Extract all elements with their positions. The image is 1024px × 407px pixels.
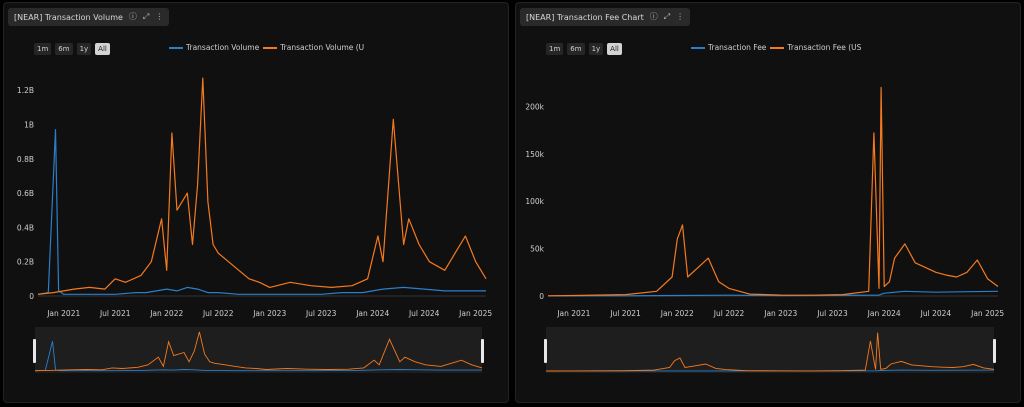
- x-tick-label: Jul 2022: [713, 309, 745, 318]
- series-line-orange: [37, 77, 487, 295]
- y-tick-label: 0.4B: [17, 223, 34, 232]
- navigator-handle-right[interactable]: [481, 339, 484, 363]
- series-line-blue: [547, 290, 999, 297]
- x-tick-label: Jul 2022: [202, 309, 234, 318]
- more-icon[interactable]: ⋮: [155, 12, 164, 21]
- x-tick-label: Jul 2021: [609, 309, 641, 318]
- x-tick-label: Jan 2022: [149, 309, 183, 318]
- range-selector: 1m 6m 1y All: [546, 43, 622, 55]
- info-icon[interactable]: ⓘ: [128, 12, 137, 21]
- legend-item-volume-usd[interactable]: Transaction Volume (U: [263, 43, 364, 52]
- y-tick-label: 150k: [525, 150, 544, 159]
- navigator-series-line: [34, 341, 482, 372]
- chart-title: [NEAR] Transaction Volume: [14, 12, 123, 22]
- range-all-button[interactable]: All: [607, 43, 622, 55]
- range-1y-button[interactable]: 1y: [588, 43, 604, 55]
- y-tick-label: 200k: [525, 102, 544, 111]
- legend-item-fee-usd[interactable]: Transaction Fee (US: [770, 43, 861, 52]
- range-selector: 1m 6m 1y All: [34, 43, 110, 55]
- y-tick-label: 0.2B: [17, 258, 34, 267]
- expand-icon[interactable]: ⤢: [663, 12, 671, 21]
- legend-label: Transaction Fee: [708, 43, 767, 52]
- range-1m-button[interactable]: 1m: [546, 43, 564, 55]
- chart-title-bar: [NEAR] Transaction Fee Chart ⓘ ⤢ ⋮: [520, 8, 691, 26]
- chart-panel-volume: [NEAR] Transaction Volume ⓘ ⤢ ⋮ 1m 6m 1y…: [3, 2, 509, 403]
- chart-legend: Transaction Volume Transaction Volume (U: [169, 43, 364, 52]
- legend-swatch-blue: [169, 46, 183, 49]
- range-all-button[interactable]: All: [95, 43, 110, 55]
- volume-chart-svg[interactable]: 0 0.2B 0.4B 0.6B 0.8B 1B 1.2B Jan 2021 Jul 2021 J…: [4, 3, 510, 404]
- expand-icon[interactable]: ⤢: [142, 12, 150, 21]
- y-tick-label: 1.2B: [17, 86, 34, 95]
- y-tick-label: 0: [539, 292, 544, 301]
- legend-item-volume[interactable]: Transaction Volume: [169, 43, 259, 52]
- navigator-handle-left[interactable]: [544, 339, 547, 363]
- chart-title: [NEAR] Transaction Fee Chart: [526, 12, 644, 22]
- navigator-series-line: [545, 332, 995, 372]
- y-tick-label: 0.6B: [17, 189, 34, 198]
- legend-label: Transaction Volume (U: [280, 43, 365, 52]
- chart-panel-fee: [NEAR] Transaction Fee Chart ⓘ ⤢ ⋮ 1m 6m…: [515, 2, 1021, 403]
- legend-swatch-orange: [770, 46, 785, 49]
- navigator-handle-left[interactable]: [33, 339, 36, 363]
- range-6m-button[interactable]: 6m: [55, 43, 73, 55]
- x-tick-label: Jul 2021: [99, 309, 131, 318]
- navigator-handle-right[interactable]: [993, 339, 996, 363]
- x-tick-label: Jan 2022: [660, 309, 694, 318]
- x-tick-label: Jan 2023: [763, 309, 797, 318]
- x-tick-label: Jul 2024: [920, 309, 952, 318]
- legend-swatch-orange: [263, 46, 278, 49]
- y-tick-label: 100k: [525, 197, 544, 206]
- x-tick-label: Jan 2024: [867, 309, 901, 318]
- navigator-series-line: [34, 331, 483, 372]
- x-tick-label: Jan 2021: [556, 309, 590, 318]
- y-tick-label: 0: [29, 292, 34, 301]
- info-icon[interactable]: ⓘ: [649, 12, 658, 21]
- x-tick-label: Jan 2023: [252, 309, 286, 318]
- x-tick-label: Jan 2024: [355, 309, 389, 318]
- x-tick-label: Jul 2023: [816, 309, 848, 318]
- y-tick-label: 1B: [24, 120, 34, 129]
- chart-title-bar: [NEAR] Transaction Volume ⓘ ⤢ ⋮: [8, 8, 170, 26]
- legend-swatch-blue: [691, 46, 705, 49]
- range-1y-button[interactable]: 1y: [76, 43, 92, 55]
- legend-label: Transaction Fee (US: [787, 43, 862, 52]
- x-tick-label: Jul 2024: [408, 309, 440, 318]
- fee-chart-svg[interactable]: 0 50k 100k 150k 200k Jan 2021 Jul 2021 Jan 2022…: [516, 3, 1022, 404]
- x-tick-label: Jan 2025: [970, 309, 1004, 318]
- legend-item-fee[interactable]: Transaction Fee: [691, 43, 766, 52]
- series-line-blue: [37, 128, 486, 295]
- range-1m-button[interactable]: 1m: [34, 43, 52, 55]
- x-tick-label: Jan 2025: [458, 309, 492, 318]
- legend-label: Transaction Volume: [186, 43, 260, 52]
- series-line-orange: [547, 86, 999, 297]
- range-navigator[interactable]: [35, 327, 482, 373]
- y-tick-label: 0.8B: [17, 155, 34, 164]
- y-tick-label: 50k: [530, 245, 545, 254]
- x-tick-label: Jul 2023: [305, 309, 337, 318]
- more-icon[interactable]: ⋮: [676, 12, 685, 21]
- chart-legend: Transaction Fee Transaction Fee (US: [691, 43, 861, 52]
- x-tick-label: Jan 2021: [46, 309, 80, 318]
- range-6m-button[interactable]: 6m: [567, 43, 585, 55]
